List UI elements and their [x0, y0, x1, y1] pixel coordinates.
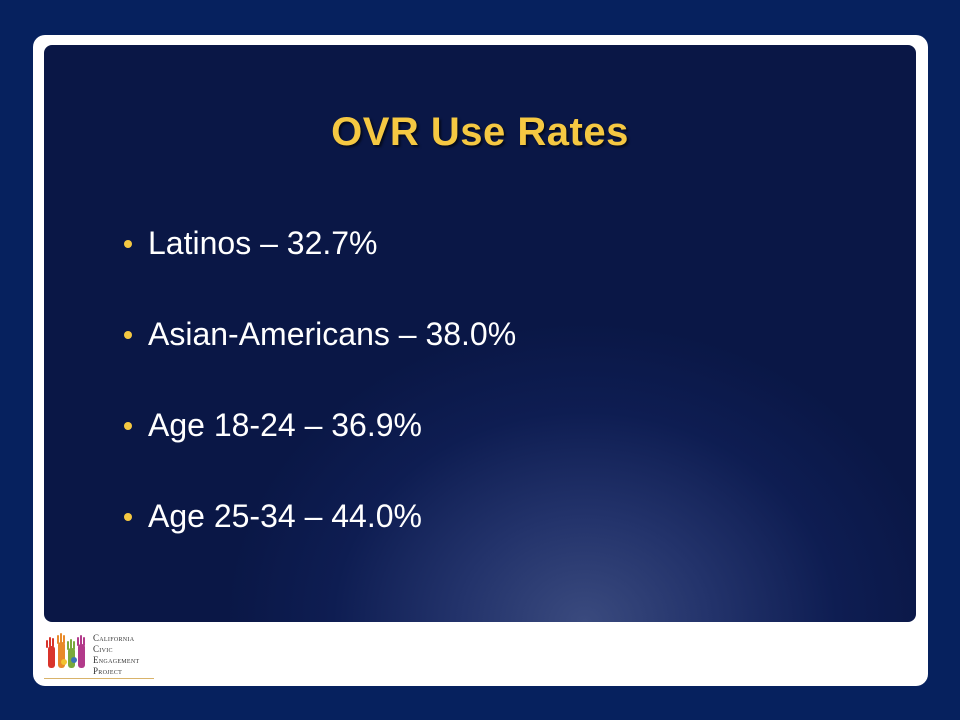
logo-line: Civic	[93, 644, 113, 654]
slide-title: OVR Use Rates	[331, 110, 629, 154]
bullet-dot-icon	[124, 331, 132, 339]
bullet-list: Latinos – 32.7% Asian-Americans – 38.0% …	[124, 221, 516, 585]
bullet-text: Age 25-34 – 44.0%	[148, 498, 422, 534]
logo-line: Engagement	[93, 655, 140, 665]
bullet-text: Latinos – 32.7%	[148, 225, 378, 261]
bullet-dot-icon	[124, 240, 132, 248]
bullet-dot-icon	[124, 422, 132, 430]
logo-line: Project	[93, 666, 123, 676]
logo-underline	[44, 678, 154, 679]
bullet-item: Latinos – 32.7%	[124, 221, 516, 312]
hands-logo-icon	[46, 633, 85, 668]
logo-line: California	[93, 633, 135, 643]
bullet-item: Age 18-24 – 36.9%	[124, 403, 516, 494]
organization-name: California Civic Engagement Project	[93, 633, 140, 677]
bullet-text: Age 18-24 – 36.9%	[148, 407, 422, 443]
bullet-dot-icon	[124, 513, 132, 521]
slide-panel: OVR Use Rates Latinos – 32.7% Asian-Amer…	[44, 45, 916, 622]
bullet-item: Asian-Americans – 38.0%	[124, 312, 516, 403]
bullet-text: Asian-Americans – 38.0%	[148, 316, 517, 352]
bullet-item: Age 25-34 – 44.0%	[124, 494, 516, 585]
